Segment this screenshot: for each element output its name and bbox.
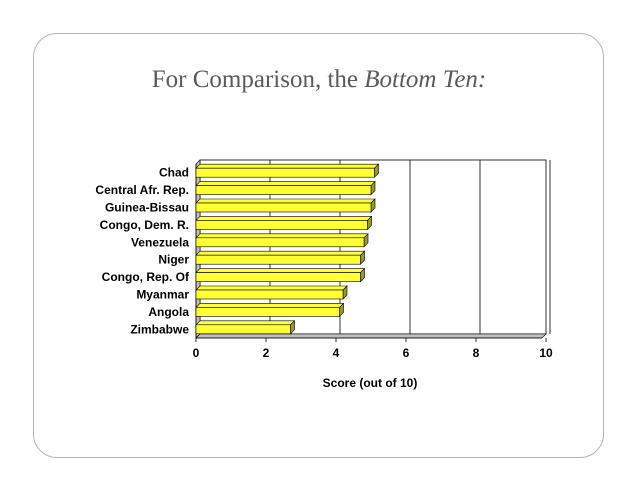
bar-front-face: [195, 254, 361, 265]
bar: [195, 250, 366, 265]
bar-front-face: [195, 167, 375, 178]
x-tick-label: 4: [333, 346, 340, 360]
category-label: Chad: [159, 166, 189, 180]
x-tick-label: 8: [473, 346, 480, 360]
bar-top-face: [195, 181, 376, 186]
bar-top-face: [195, 320, 296, 326]
bar-front-face: [195, 324, 291, 335]
x-tick-labels: 0 2 4 6 8 10: [193, 346, 553, 360]
plot-floor: [195, 333, 547, 339]
bar-front-face: [195, 307, 340, 317]
x-tick-label: 0: [193, 346, 200, 360]
category-label: Niger: [158, 253, 189, 267]
x-tick-label: 10: [539, 346, 553, 360]
category-label: Venezuela: [131, 235, 189, 249]
bar: [195, 180, 376, 196]
bar: [195, 302, 345, 318]
category-label: Zimbabwe: [130, 322, 189, 336]
category-label: Guinea-Bissau: [105, 201, 189, 215]
bar-top-face: [195, 198, 376, 204]
bar: [195, 320, 296, 335]
x-tick-label: 2: [263, 346, 270, 360]
bar-top-face: [195, 233, 369, 239]
bar-front-face: [195, 220, 368, 230]
chart-bars: [195, 163, 380, 335]
bar-front-face: [195, 185, 372, 195]
slide-title: For Comparison, the Bottom Ten:: [0, 66, 638, 94]
category-label: Central Afr. Rep.: [95, 183, 189, 197]
bar: [195, 285, 348, 300]
bar: [195, 233, 369, 248]
bar-front-face: [195, 289, 344, 300]
category-label: Myanmar: [136, 288, 189, 302]
bar-top-face: [195, 163, 380, 169]
bar-top-face: [195, 250, 366, 256]
slide-title-emphasis: Bottom Ten:: [364, 66, 487, 93]
slide-title-prefix: For Comparison, the: [151, 66, 365, 93]
bar-front-face: [195, 237, 365, 248]
bar: [195, 198, 376, 213]
category-label: Congo, Rep. Of: [102, 270, 190, 284]
category-labels: Chad Central Afr. Rep. Guinea-Bissau Congo,…: [95, 166, 190, 337]
bar-top-face: [195, 268, 366, 273]
bar-front-face: [195, 202, 372, 213]
bar-top-face: [195, 216, 373, 221]
bar: [195, 163, 380, 178]
category-label: Congo, Dem. R.: [100, 218, 189, 232]
bar: [195, 267, 366, 283]
x-axis-label: Score (out of 10): [323, 376, 418, 390]
x-tick-label: 6: [403, 346, 410, 360]
bar: [195, 215, 373, 231]
category-label: Angola: [148, 305, 189, 319]
bar-top-face: [195, 303, 345, 308]
bar-top-face: [195, 285, 348, 291]
bar-front-face: [195, 272, 361, 282]
